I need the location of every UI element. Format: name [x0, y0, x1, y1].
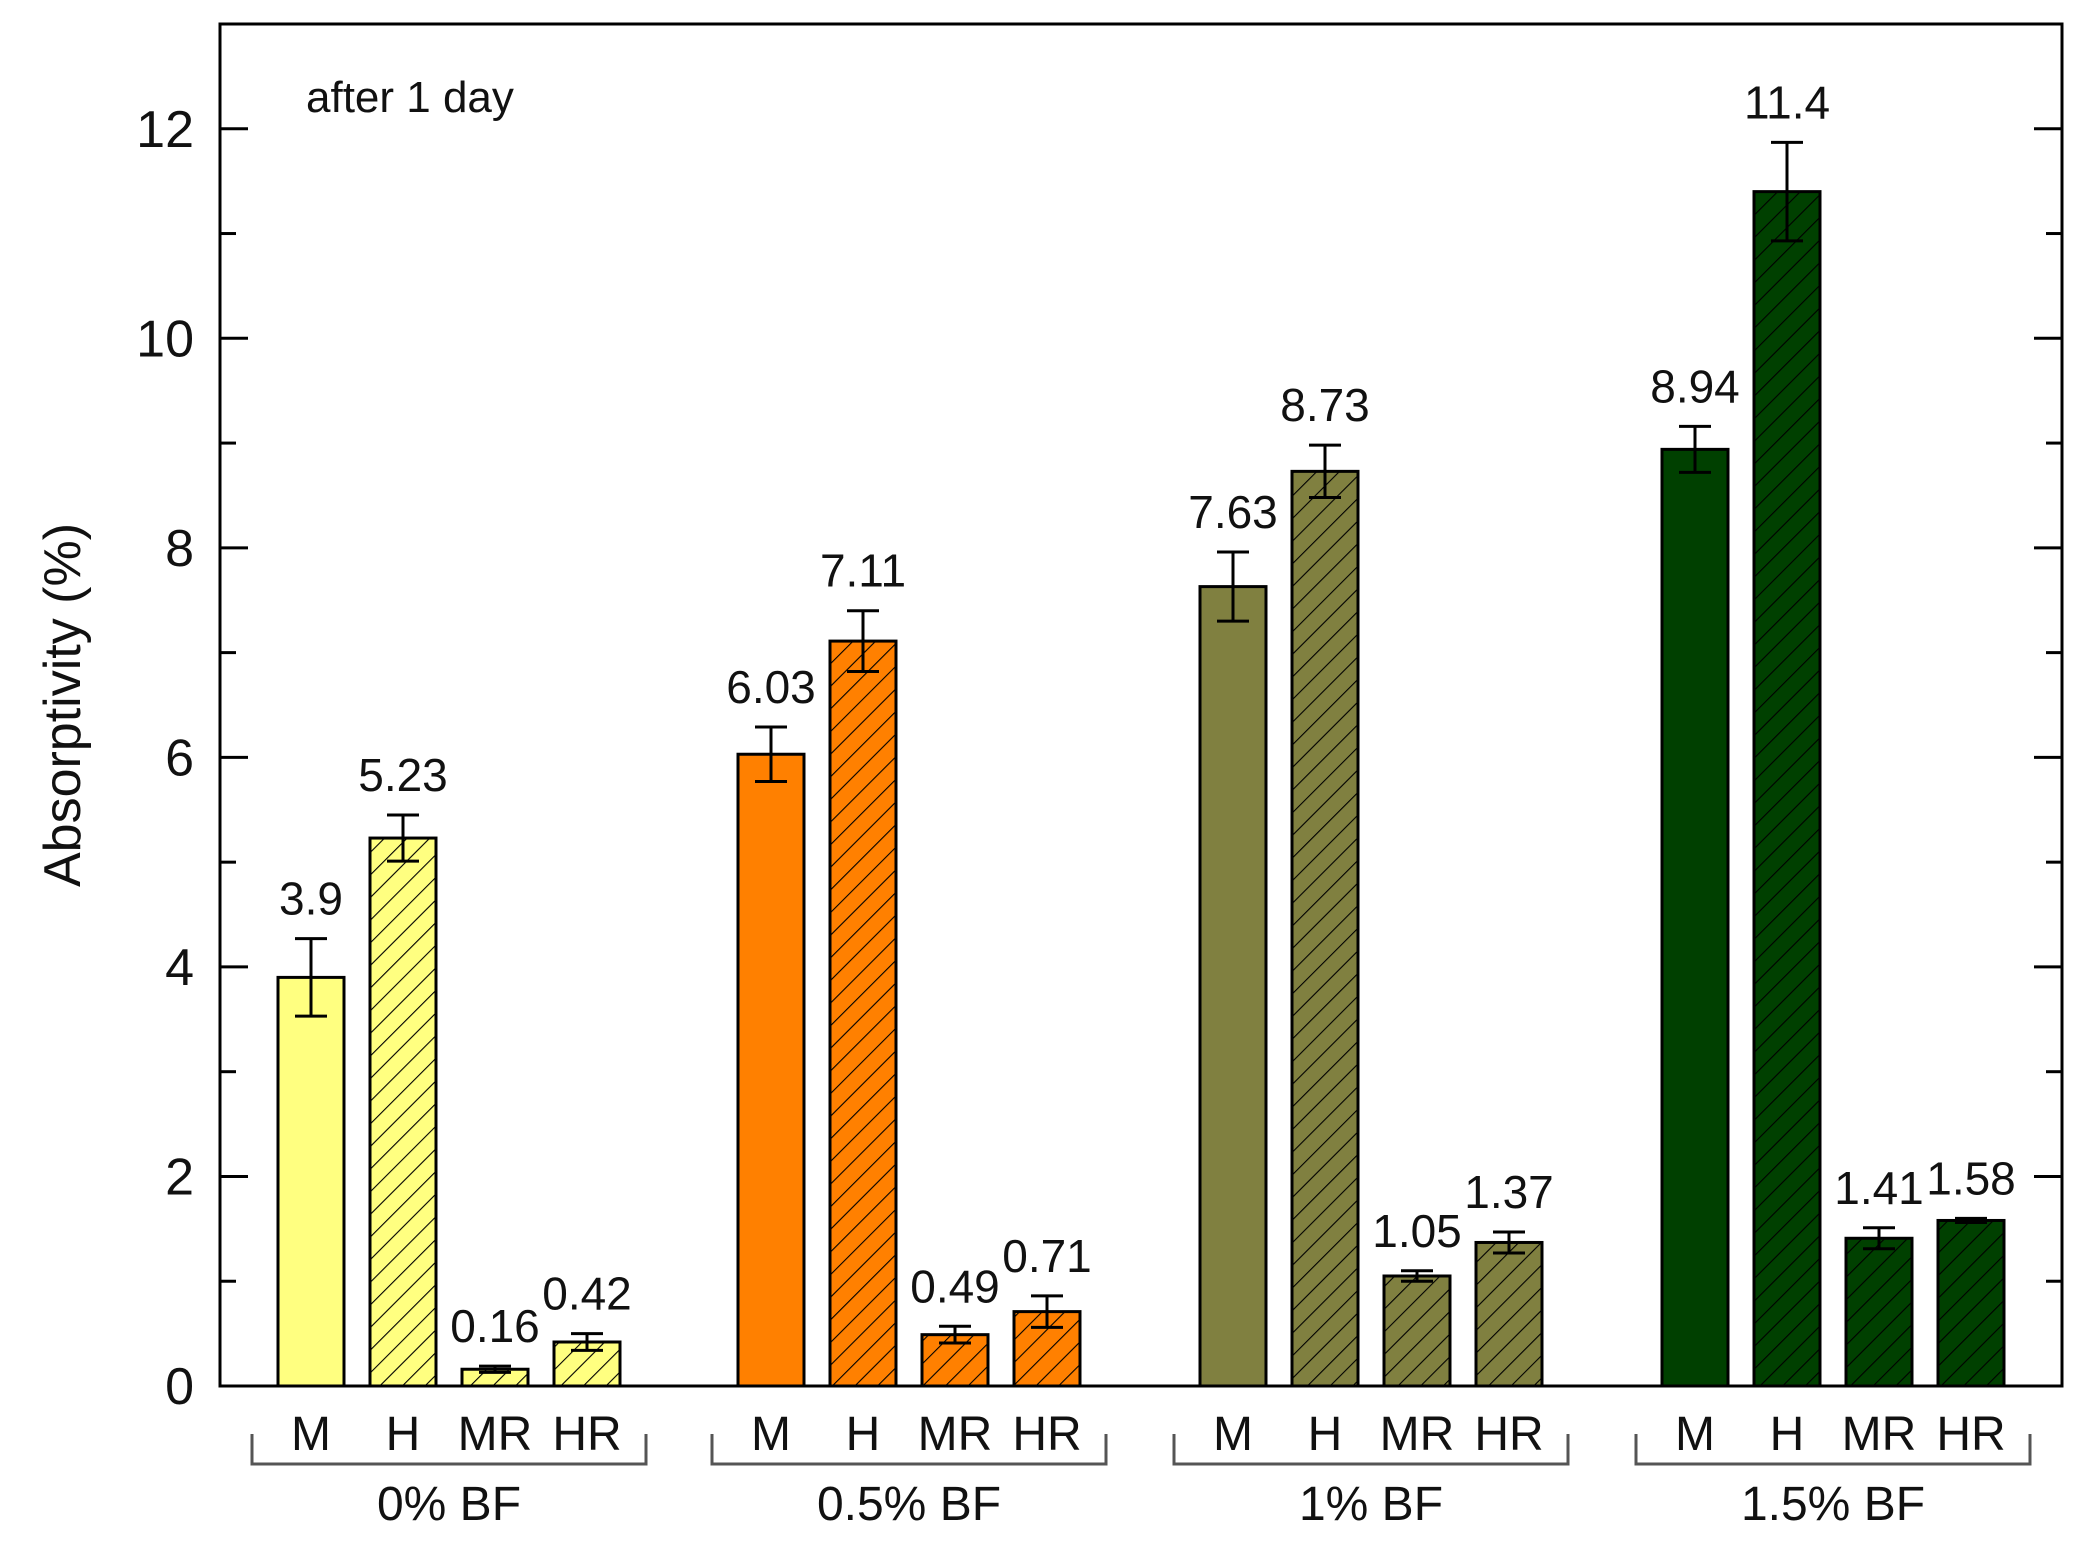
category-label: HR [552, 1408, 621, 1461]
category-label: H [846, 1408, 881, 1461]
category-label: MR [1842, 1408, 1917, 1461]
data-label: 7.63 [1188, 486, 1278, 538]
group-bracket [250, 1434, 648, 1466]
y-tick-label: 12 [136, 101, 194, 159]
bar-1-bf-h [1290, 469, 1360, 1388]
bar-1-5-bf-h [1752, 190, 1822, 1388]
y-axis-label: Absorptivity (%) [34, 523, 92, 887]
group-bracket [1634, 1434, 2032, 1466]
bar-1-bf-mr [1382, 1274, 1452, 1388]
bar-1-5-bf-mr [1844, 1236, 1914, 1388]
group-label: 1% BF [1299, 1478, 1443, 1531]
data-label: 11.4 [1744, 76, 1830, 128]
category-label: HR [1012, 1408, 1081, 1461]
category-label: M [1213, 1408, 1253, 1461]
y-tick-label: 10 [136, 310, 194, 368]
labels-layer: 3.9 5.23 0.160.42 6.03 7.11 0.490.71 7.63 8.73 1… [279, 76, 2016, 1352]
bar-0-bf-m [276, 975, 346, 1388]
group-axis: M H MR HR0% BFM H MR HR0.5% BFM H MR HR1% BFM H MR H… [250, 1408, 2032, 1531]
bar-0-bf-h [368, 836, 438, 1388]
bar-0-5-bf-h [828, 639, 898, 1388]
category-label: H [1770, 1408, 1805, 1461]
group-label: 0.5% BF [817, 1478, 1001, 1531]
category-label: MR [458, 1408, 533, 1461]
data-label: 1.37 [1464, 1166, 1554, 1218]
y-tick-label: 0 [165, 1358, 194, 1416]
category-label: HR [1936, 1408, 2005, 1461]
category-label: M [1675, 1408, 1715, 1461]
data-label: 0.16 [450, 1300, 540, 1352]
y-tick-label: 8 [165, 520, 194, 578]
data-label: 0.42 [542, 1268, 632, 1320]
y-axis: 0 2 4 6 8 10 12 [136, 101, 2062, 1416]
category-label: M [291, 1408, 331, 1461]
bar-1-bf-m [1198, 585, 1268, 1388]
data-label: 1.58 [1926, 1152, 2016, 1204]
bar-1-5-bf-m [1660, 447, 1730, 1388]
category-label: MR [918, 1408, 993, 1461]
y-tick-label: 4 [165, 939, 194, 997]
group-label: 0% BF [377, 1478, 521, 1531]
group-bracket [710, 1434, 1108, 1466]
category-label: MR [1380, 1408, 1455, 1461]
data-label: 8.94 [1650, 360, 1740, 412]
data-label: 1.41 [1834, 1162, 1924, 1214]
category-label: M [751, 1408, 791, 1461]
y-tick-label: 2 [165, 1148, 194, 1206]
category-label: HR [1474, 1408, 1543, 1461]
bar-1-5-bf-hr [1936, 1218, 2006, 1388]
chart-annotation: after 1 day [306, 73, 514, 122]
data-label: 6.03 [726, 661, 816, 713]
category-label: H [1308, 1408, 1343, 1461]
data-label: 8.73 [1280, 379, 1370, 431]
bar-1-bf-hr [1474, 1240, 1544, 1388]
y-tick-label: 6 [165, 729, 194, 787]
data-label: 0.49 [910, 1260, 1000, 1312]
group-label: 1.5% BF [1741, 1478, 1925, 1531]
bar-0-5-bf-m [736, 752, 806, 1388]
data-label: 5.23 [358, 749, 448, 801]
group-bracket [1172, 1434, 1570, 1466]
category-label: H [386, 1408, 421, 1461]
data-label: 7.11 [820, 545, 906, 597]
plot-frame [218, 22, 2064, 1388]
data-label: 0.71 [1002, 1230, 1092, 1282]
bars-layer [276, 140, 2006, 1388]
data-label: 3.9 [279, 873, 343, 925]
data-label: 1.05 [1372, 1205, 1462, 1257]
